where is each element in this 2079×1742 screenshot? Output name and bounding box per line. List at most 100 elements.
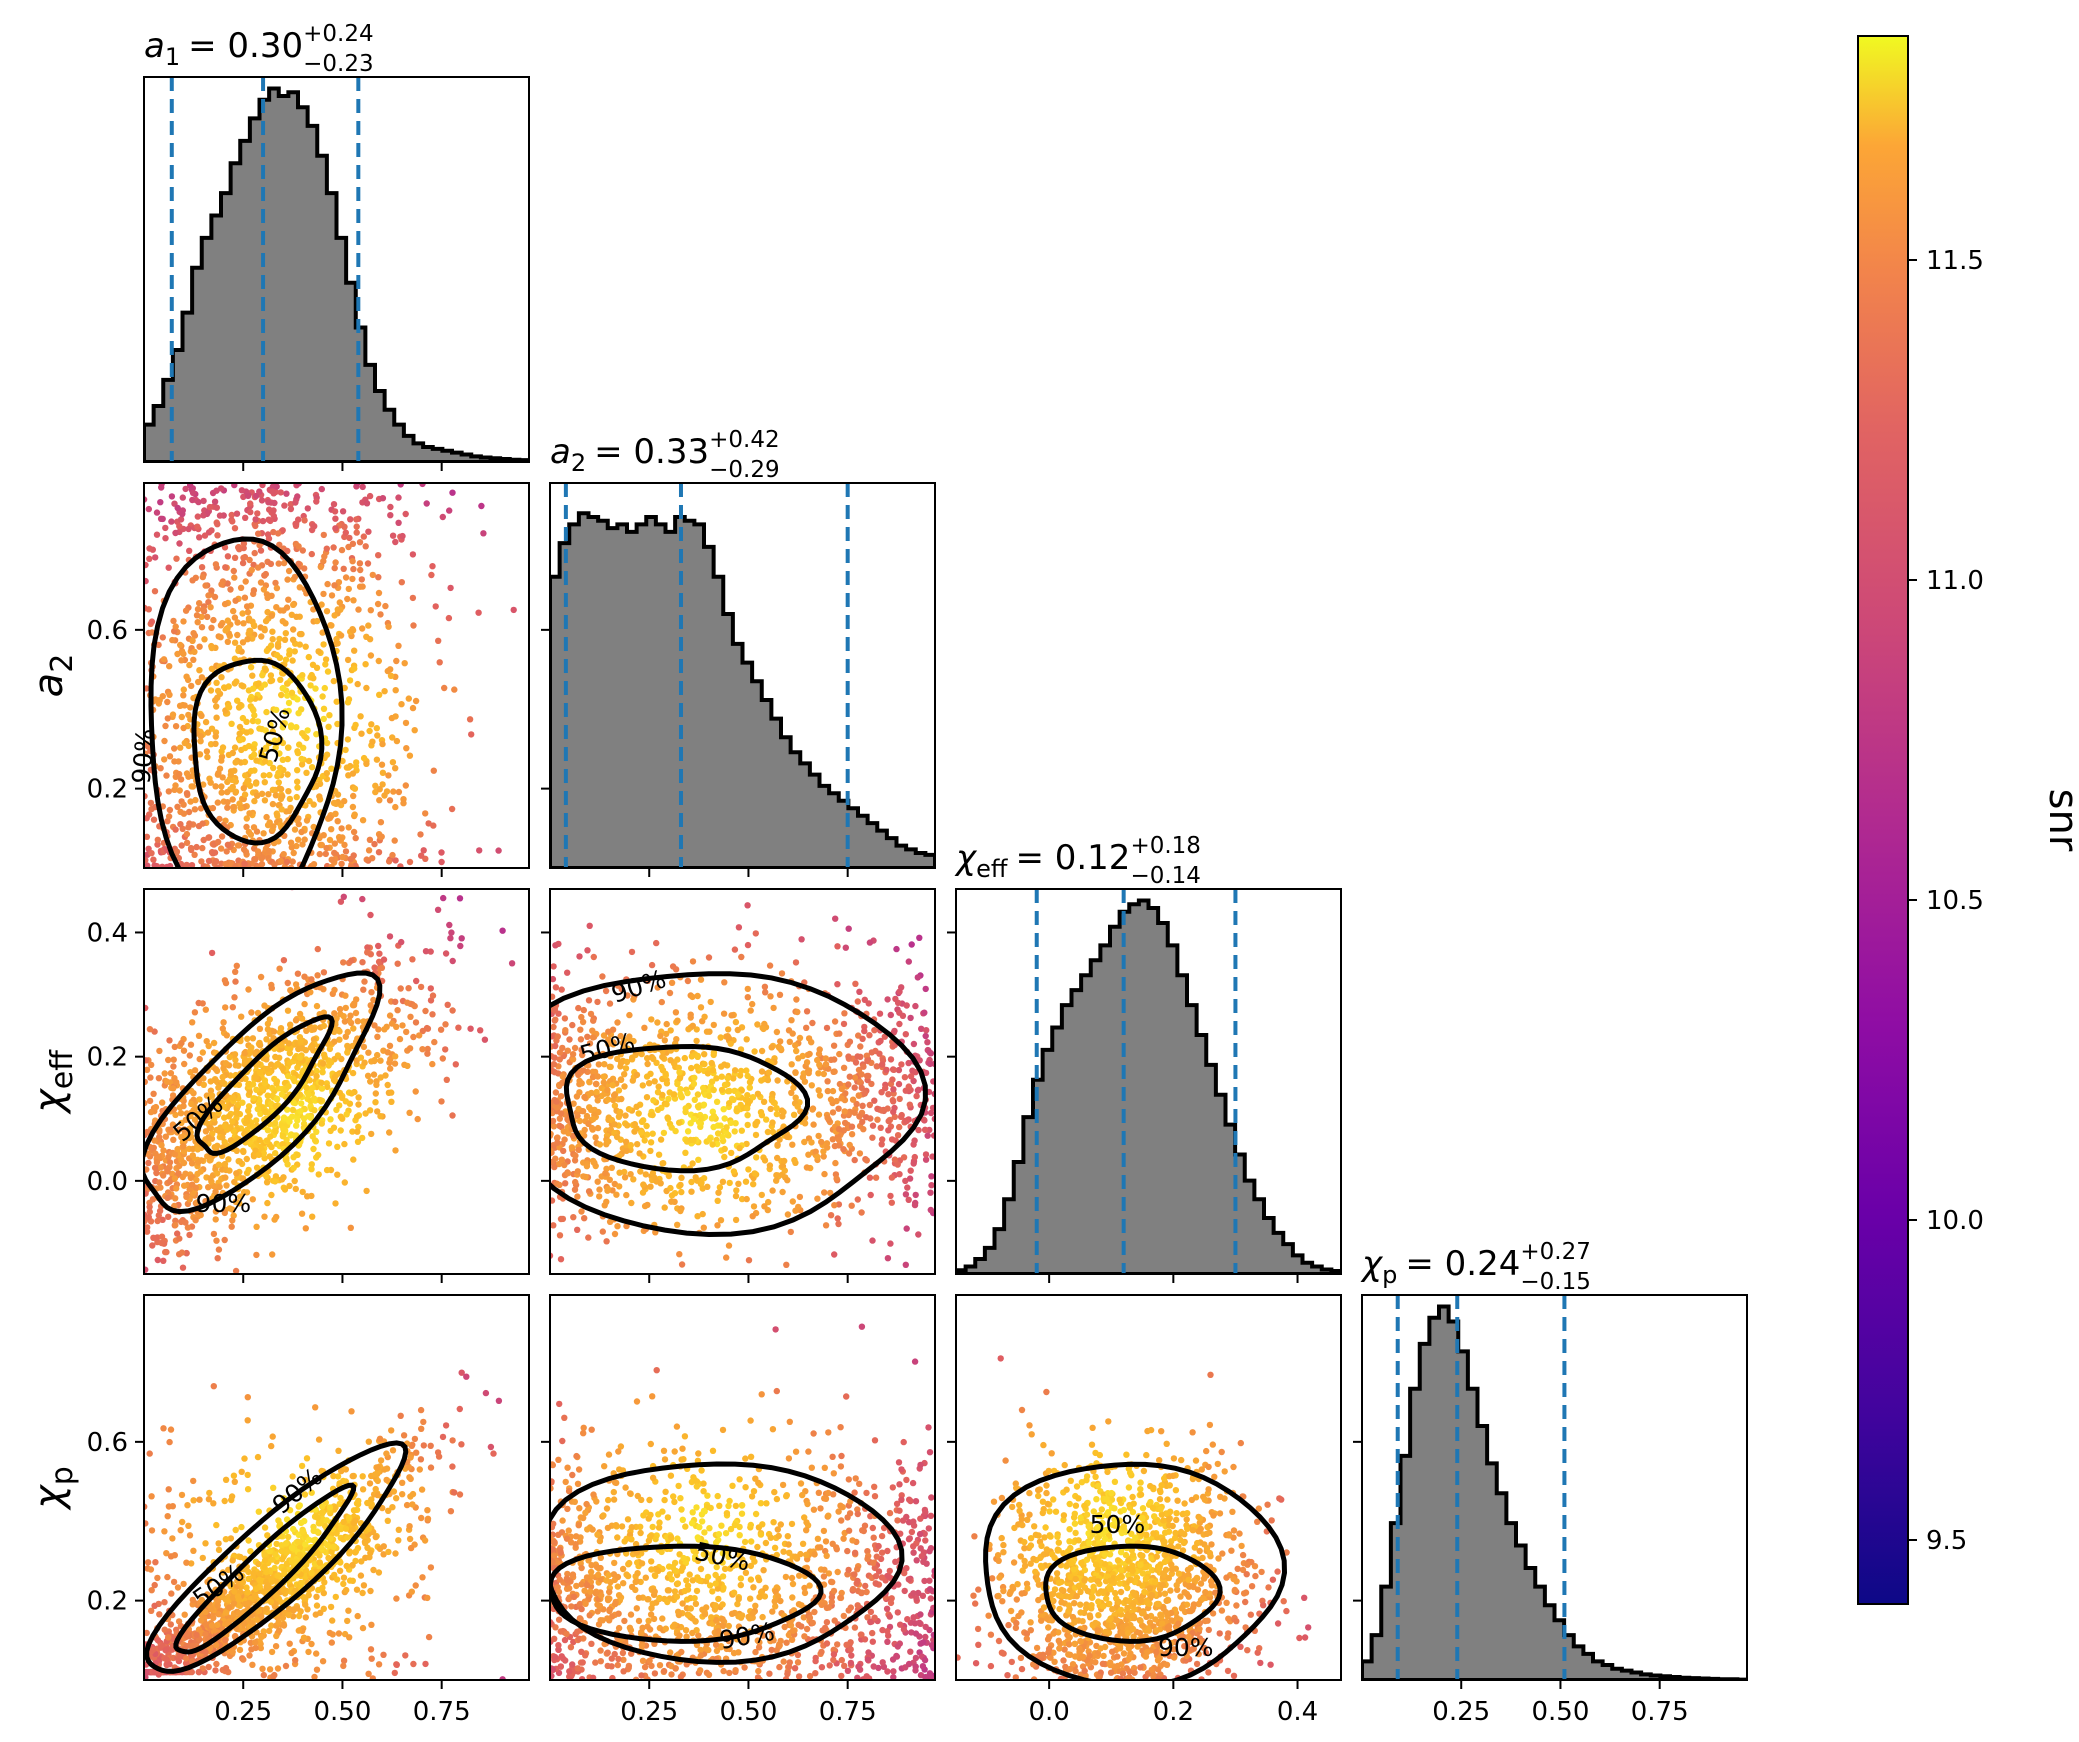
scatter-point xyxy=(915,1126,922,1134)
scatter-point xyxy=(190,1497,197,1504)
scatter-point xyxy=(251,797,258,805)
scatter-point xyxy=(273,1095,281,1102)
scatter-point xyxy=(237,804,244,812)
scatter-point xyxy=(668,979,676,986)
scatter-point xyxy=(287,987,294,994)
scatter-point xyxy=(160,1172,167,1179)
scatter-point xyxy=(218,674,225,681)
scatter-point xyxy=(183,861,190,868)
scatter-point xyxy=(231,744,239,751)
scatter-point xyxy=(268,1648,276,1656)
scatter-point xyxy=(276,965,283,972)
scatter-point xyxy=(758,1191,765,1199)
scatter-point xyxy=(672,966,680,973)
scatter-point xyxy=(296,584,303,591)
scatter-point xyxy=(778,970,786,977)
scatter-point xyxy=(588,1089,595,1097)
scatter-point xyxy=(781,1167,788,1174)
scatter-point xyxy=(202,1540,209,1547)
scatter-point xyxy=(593,1088,600,1096)
scatter-point xyxy=(315,648,322,655)
scatter-point xyxy=(735,1180,742,1188)
scatter-point xyxy=(893,945,900,953)
scatter-point xyxy=(731,1128,738,1135)
scatter-point xyxy=(298,1210,306,1217)
scatter-point xyxy=(715,1189,722,1196)
scatter-point xyxy=(318,1079,325,1087)
scatter-point xyxy=(225,1113,233,1120)
scatter-point xyxy=(554,1033,561,1040)
scatter-point xyxy=(698,1179,705,1187)
scatter-point xyxy=(674,1017,681,1024)
scatter-point xyxy=(510,606,517,614)
scatter-point xyxy=(187,1174,194,1182)
scatter-point xyxy=(866,1101,873,1109)
scatter-point xyxy=(878,1107,885,1114)
contour-90 xyxy=(144,970,383,1215)
scatter-point xyxy=(718,1073,725,1080)
scatter-point xyxy=(387,1065,394,1072)
scatter-point xyxy=(264,1026,272,1033)
scatter-point xyxy=(366,636,374,643)
scatter-point xyxy=(429,563,436,570)
scatter-point xyxy=(622,1112,629,1119)
title-subscript: 1 xyxy=(165,43,180,71)
scatter-point xyxy=(571,1157,579,1164)
scatter-point xyxy=(189,1145,197,1153)
scatter-point xyxy=(220,1103,227,1110)
scatter-point xyxy=(608,1164,615,1172)
scatter-point xyxy=(289,636,297,643)
scatter-point xyxy=(318,601,325,608)
scatter-point xyxy=(392,1053,399,1060)
scatter-point xyxy=(630,1176,637,1183)
scatter-point xyxy=(674,1221,681,1229)
scatter-point xyxy=(690,1136,697,1144)
scatter-point xyxy=(330,544,337,551)
scatter-point xyxy=(378,833,385,840)
scatter-point xyxy=(218,757,225,764)
scatter-point xyxy=(569,1021,576,1029)
scatter-point xyxy=(829,1109,837,1116)
scatter-point xyxy=(439,513,446,521)
scatter-point xyxy=(177,821,184,828)
scatter-point xyxy=(836,1030,843,1037)
scatter-point xyxy=(226,1205,233,1212)
scatter-point xyxy=(578,1208,585,1215)
scatter-point xyxy=(350,1025,357,1032)
scatter-point xyxy=(411,727,418,734)
scatter-point xyxy=(792,1069,799,1076)
scatter-point xyxy=(277,489,284,496)
scatter-point xyxy=(367,607,374,614)
scatter-point xyxy=(726,1100,733,1107)
scatter-point xyxy=(264,1199,271,1207)
scatter-point xyxy=(561,1136,568,1143)
scatter-point xyxy=(170,617,177,625)
scatter-point xyxy=(410,1033,417,1041)
scatter-point xyxy=(308,1161,315,1168)
scatter-point xyxy=(657,1136,665,1143)
scatter-point xyxy=(835,1105,842,1112)
scatter-point xyxy=(606,1000,614,1007)
scatter-point xyxy=(857,1043,864,1050)
scatter-point xyxy=(371,1056,378,1064)
title-a2: a2 = 0.33+0.42 xyxy=(550,427,780,477)
scatter-point xyxy=(234,842,242,849)
scatter-point xyxy=(865,1000,872,1007)
scatter-point xyxy=(175,758,182,765)
scatter-point xyxy=(198,624,206,631)
scatter-point xyxy=(576,1077,583,1085)
scatter-point xyxy=(721,1115,728,1122)
scatter-point xyxy=(173,848,181,855)
scatter-point xyxy=(172,1111,179,1119)
scatter-point xyxy=(302,643,309,650)
scatter-point xyxy=(726,1179,733,1187)
scatter-point xyxy=(590,1159,597,1166)
scatter-point xyxy=(269,636,276,643)
scatter-point xyxy=(188,862,196,868)
scatter-point xyxy=(388,1020,396,1027)
scatter-point xyxy=(448,805,456,813)
scatter-point xyxy=(368,1130,375,1138)
scatter-point xyxy=(151,1028,158,1035)
scatter-point xyxy=(572,1178,579,1186)
scatter-point xyxy=(319,1069,326,1076)
